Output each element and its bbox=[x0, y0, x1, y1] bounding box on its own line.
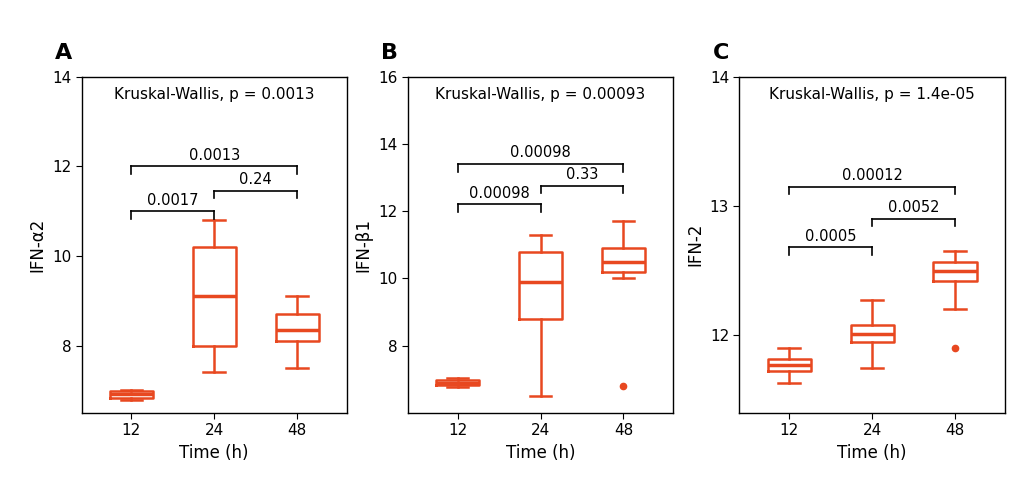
Text: 0.0013: 0.0013 bbox=[189, 148, 239, 163]
Text: 0.0052: 0.0052 bbox=[887, 200, 938, 215]
Text: 0.00098: 0.00098 bbox=[510, 145, 571, 160]
Text: C: C bbox=[712, 43, 729, 63]
Text: Kruskal-Wallis, p = 0.00093: Kruskal-Wallis, p = 0.00093 bbox=[435, 87, 645, 102]
Text: 0.00012: 0.00012 bbox=[841, 168, 902, 183]
Y-axis label: IFN-2: IFN-2 bbox=[686, 223, 703, 266]
Y-axis label: IFN-α2: IFN-α2 bbox=[29, 217, 46, 272]
Text: 0.0017: 0.0017 bbox=[147, 192, 199, 207]
Text: 0.0005: 0.0005 bbox=[804, 228, 856, 244]
Text: 0.00098: 0.00098 bbox=[469, 186, 529, 201]
Text: Kruskal-Wallis, p = 0.0013: Kruskal-Wallis, p = 0.0013 bbox=[114, 87, 314, 102]
X-axis label: Time (h): Time (h) bbox=[179, 444, 249, 462]
Text: Kruskal-Wallis, p = 1.4e-05: Kruskal-Wallis, p = 1.4e-05 bbox=[768, 87, 974, 102]
X-axis label: Time (h): Time (h) bbox=[837, 444, 906, 462]
Y-axis label: IFN-β1: IFN-β1 bbox=[355, 218, 372, 272]
Text: A: A bbox=[55, 43, 72, 63]
Text: B: B bbox=[381, 43, 398, 63]
X-axis label: Time (h): Time (h) bbox=[505, 444, 575, 462]
Text: 0.33: 0.33 bbox=[566, 168, 597, 182]
Text: 0.24: 0.24 bbox=[239, 172, 272, 187]
